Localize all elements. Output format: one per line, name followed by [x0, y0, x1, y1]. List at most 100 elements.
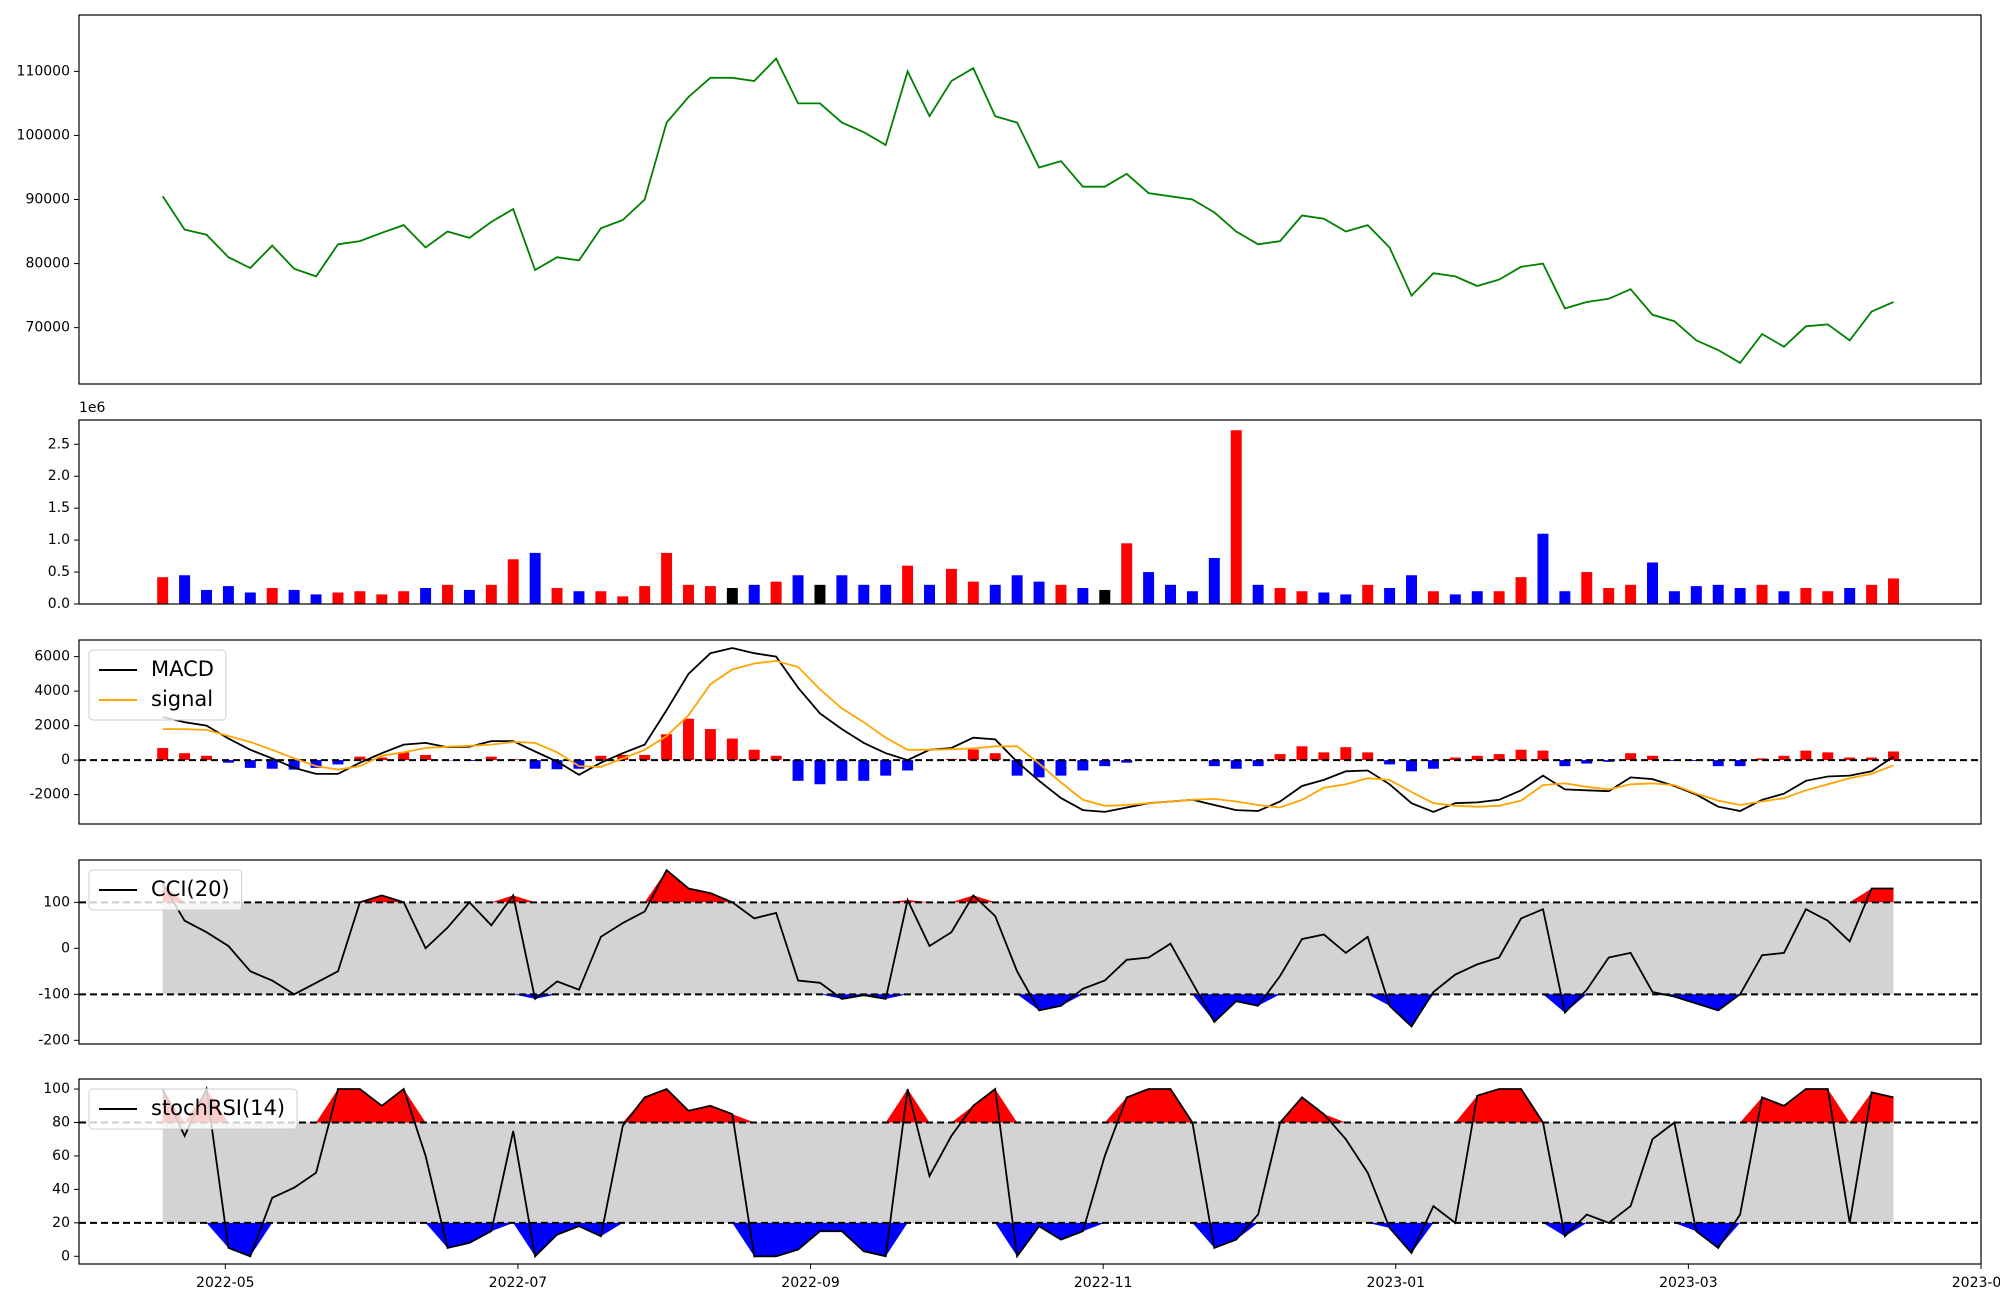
- legend-label: stochRSI(14): [151, 1096, 285, 1120]
- volume-bar: [376, 594, 388, 604]
- histogram-bar: [1296, 746, 1308, 761]
- volume-bar: [310, 594, 322, 604]
- axes-frame: [78, 1078, 1982, 1265]
- histogram-bar: [310, 760, 322, 768]
- neutral-band: [162, 1122, 1894, 1223]
- volume-bar: [1208, 558, 1220, 604]
- histogram-bar: [1318, 752, 1330, 761]
- volume-bar: [529, 552, 541, 604]
- histogram-bar: [989, 753, 1001, 761]
- y-tick-label: 4000: [34, 683, 70, 699]
- panel: -200 -100 0 100 CCI(20): [38, 859, 1982, 1048]
- histogram-bar: [1208, 760, 1220, 767]
- histogram-bar: [902, 760, 914, 771]
- x-tick-label: 2022-05: [196, 1275, 255, 1291]
- y-tick-label: 0: [61, 940, 70, 956]
- volume-bar: [1186, 591, 1198, 604]
- volume-bar: [704, 586, 716, 604]
- y-tick-label: 40: [52, 1181, 70, 1197]
- panel: 70000 80000 90000 100000 110000: [17, 14, 1982, 385]
- histogram-bar: [1011, 760, 1023, 776]
- y-tick-label: 0: [61, 752, 70, 768]
- histogram-bar: [157, 748, 169, 761]
- volume-bar: [1690, 586, 1702, 604]
- volume-bar: [1734, 588, 1746, 604]
- volume-bar: [551, 588, 563, 604]
- y-tick-label: 100000: [17, 127, 70, 143]
- x-tick-label: 2023-03: [1659, 1275, 1718, 1291]
- volume-bar: [1077, 588, 1089, 604]
- histogram-bar: [858, 760, 870, 781]
- volume-bar: [1230, 430, 1242, 604]
- x-tick-label: 2022-09: [781, 1275, 840, 1291]
- volume-bar: [463, 589, 475, 604]
- offset-text: 1e6: [79, 400, 106, 416]
- histogram-bar: [1471, 755, 1483, 761]
- y-tick-label: 2.0: [48, 468, 70, 484]
- volume-bar: [354, 591, 366, 604]
- histogram-bar: [1800, 750, 1812, 761]
- y-tick-label: -200: [38, 1032, 70, 1048]
- histogram-bar: [639, 754, 651, 761]
- y-tick-label: 90000: [25, 192, 70, 208]
- volume-bar: [1318, 592, 1330, 604]
- y-tick-label: 1.0: [48, 532, 70, 548]
- histogram-bar: [595, 755, 607, 761]
- volume-bar: [639, 586, 651, 604]
- histogram-bar: [420, 754, 432, 761]
- y-tick-label: 80000: [25, 256, 70, 272]
- axes-frame: [78, 859, 1982, 1045]
- oversold-fill: [162, 1222, 1894, 1257]
- oversold-fill: [162, 994, 1894, 1027]
- y-tick-label: 6000: [34, 649, 70, 665]
- histogram-bar: [376, 757, 388, 761]
- histogram-bar: [1252, 760, 1264, 767]
- histogram-bar: [1033, 760, 1045, 778]
- y-tick-label: 100: [43, 1081, 70, 1097]
- y-tick-label: 100: [43, 894, 70, 910]
- histogram-bar: [1559, 760, 1571, 767]
- volume-bar: [1033, 581, 1045, 604]
- histogram-bar: [288, 760, 300, 770]
- volume-bar: [1822, 591, 1834, 604]
- volume-bar: [1712, 584, 1724, 604]
- y-tick-label: 80: [52, 1114, 70, 1130]
- volume-bar: [1384, 588, 1396, 604]
- y-tick-label: 70000: [25, 320, 70, 336]
- y-tick-label: 2000: [34, 718, 70, 734]
- volume-bar: [179, 575, 191, 604]
- histogram-bar: [792, 760, 804, 781]
- volume-bar: [1647, 562, 1658, 604]
- volume-bar: [1778, 591, 1790, 604]
- histogram-bar: [1581, 760, 1593, 764]
- histogram-bar: [222, 760, 234, 763]
- histogram-bar: [814, 760, 826, 785]
- y-tick-label: 0.0: [48, 596, 70, 612]
- histogram-bar: [661, 734, 673, 761]
- legend-label: MACD: [151, 657, 214, 681]
- volume-bar: [1099, 589, 1111, 604]
- price-line: [161, 57, 1894, 365]
- volume-bar: [770, 581, 782, 604]
- volume-bar: [902, 565, 914, 604]
- legend: stochRSI(14): [88, 1088, 298, 1130]
- histogram-bar: [770, 755, 782, 761]
- volume-bar: [288, 589, 300, 604]
- histogram-bar: [398, 752, 410, 761]
- volume-bar: [880, 584, 892, 604]
- volume-bar: [398, 591, 410, 604]
- axes-frame: [78, 419, 1982, 605]
- histogram-bar: [573, 760, 585, 769]
- volume-bar: [1866, 584, 1878, 604]
- volume-bar: [1296, 591, 1308, 604]
- x-tick-label: 2023-01: [1367, 1275, 1426, 1291]
- legend-box: [88, 649, 227, 721]
- histogram-bar: [1515, 749, 1527, 761]
- histogram-bar: [1099, 760, 1111, 767]
- histogram-bar: [836, 760, 848, 781]
- volume-bar: [1559, 591, 1571, 604]
- histogram-bar: [683, 718, 694, 761]
- volume-bar: [266, 588, 278, 604]
- histogram-bar: [1888, 751, 1899, 761]
- histogram-bar: [704, 729, 716, 761]
